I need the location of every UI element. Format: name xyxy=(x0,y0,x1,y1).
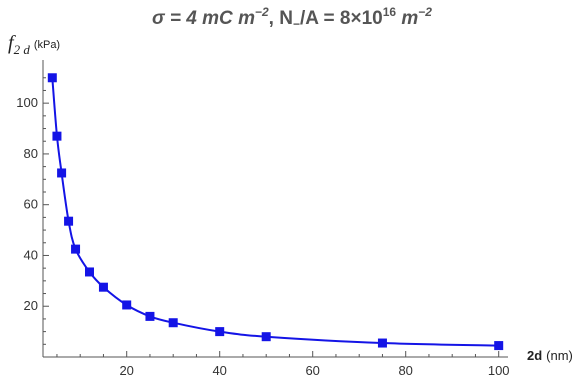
x-tick-label: 80 xyxy=(398,363,412,378)
data-point xyxy=(85,267,94,277)
data-point xyxy=(98,282,108,292)
data-point xyxy=(261,332,271,342)
data-point xyxy=(494,341,504,351)
x-axis-unit: (nm) xyxy=(546,348,573,363)
title-exp2: −2 xyxy=(418,5,432,19)
y-tick-label: 60 xyxy=(24,197,38,212)
title-m2: m xyxy=(396,8,418,29)
y-tick-label: 20 xyxy=(24,298,38,313)
series-line xyxy=(51,77,499,347)
x-tick-label: 100 xyxy=(488,363,510,378)
title-exp1: −2 xyxy=(255,5,269,19)
data-point xyxy=(145,311,155,321)
x-axis-label: 2d (nm) xyxy=(527,348,573,363)
data-point xyxy=(215,327,225,337)
data-point xyxy=(122,300,132,310)
y-tick-label: 40 xyxy=(24,247,38,262)
data-point xyxy=(47,73,57,83)
data-point xyxy=(71,244,81,254)
title-rest: /A = 8×10 xyxy=(300,8,383,29)
y-axis-symbol: f xyxy=(8,32,16,54)
chart-title: σ = 4 mC m−2, N−/A = 8×1016 m−2 xyxy=(152,5,432,31)
y-axis-unit: (kPa) xyxy=(34,39,60,51)
series xyxy=(47,73,504,351)
data-point xyxy=(64,216,74,226)
ticks: 20 40 60 80 100 20 40 60 80 100 xyxy=(16,77,510,378)
x-tick-label: 60 xyxy=(305,363,319,378)
title-sub: − xyxy=(293,17,300,31)
data-point xyxy=(168,318,178,328)
y-axis-subscript: 2 d xyxy=(14,42,31,57)
y-tick-label: 80 xyxy=(24,146,38,161)
x-tick-label: 20 xyxy=(119,363,133,378)
y-tick-label: 100 xyxy=(16,95,38,110)
title-exp16: 16 xyxy=(383,5,397,19)
data-point xyxy=(57,168,67,178)
title-mid: , N xyxy=(269,8,293,29)
title-m1: m xyxy=(238,8,255,29)
x-tick-label: 40 xyxy=(212,363,226,378)
y-axis-label: f2 d (kPa) xyxy=(8,32,60,57)
title-sigma: σ = 4 mC xyxy=(152,8,238,29)
data-point xyxy=(377,338,387,348)
axes xyxy=(42,60,508,358)
x-axis-name: 2d xyxy=(527,348,542,363)
data-point xyxy=(52,131,62,141)
